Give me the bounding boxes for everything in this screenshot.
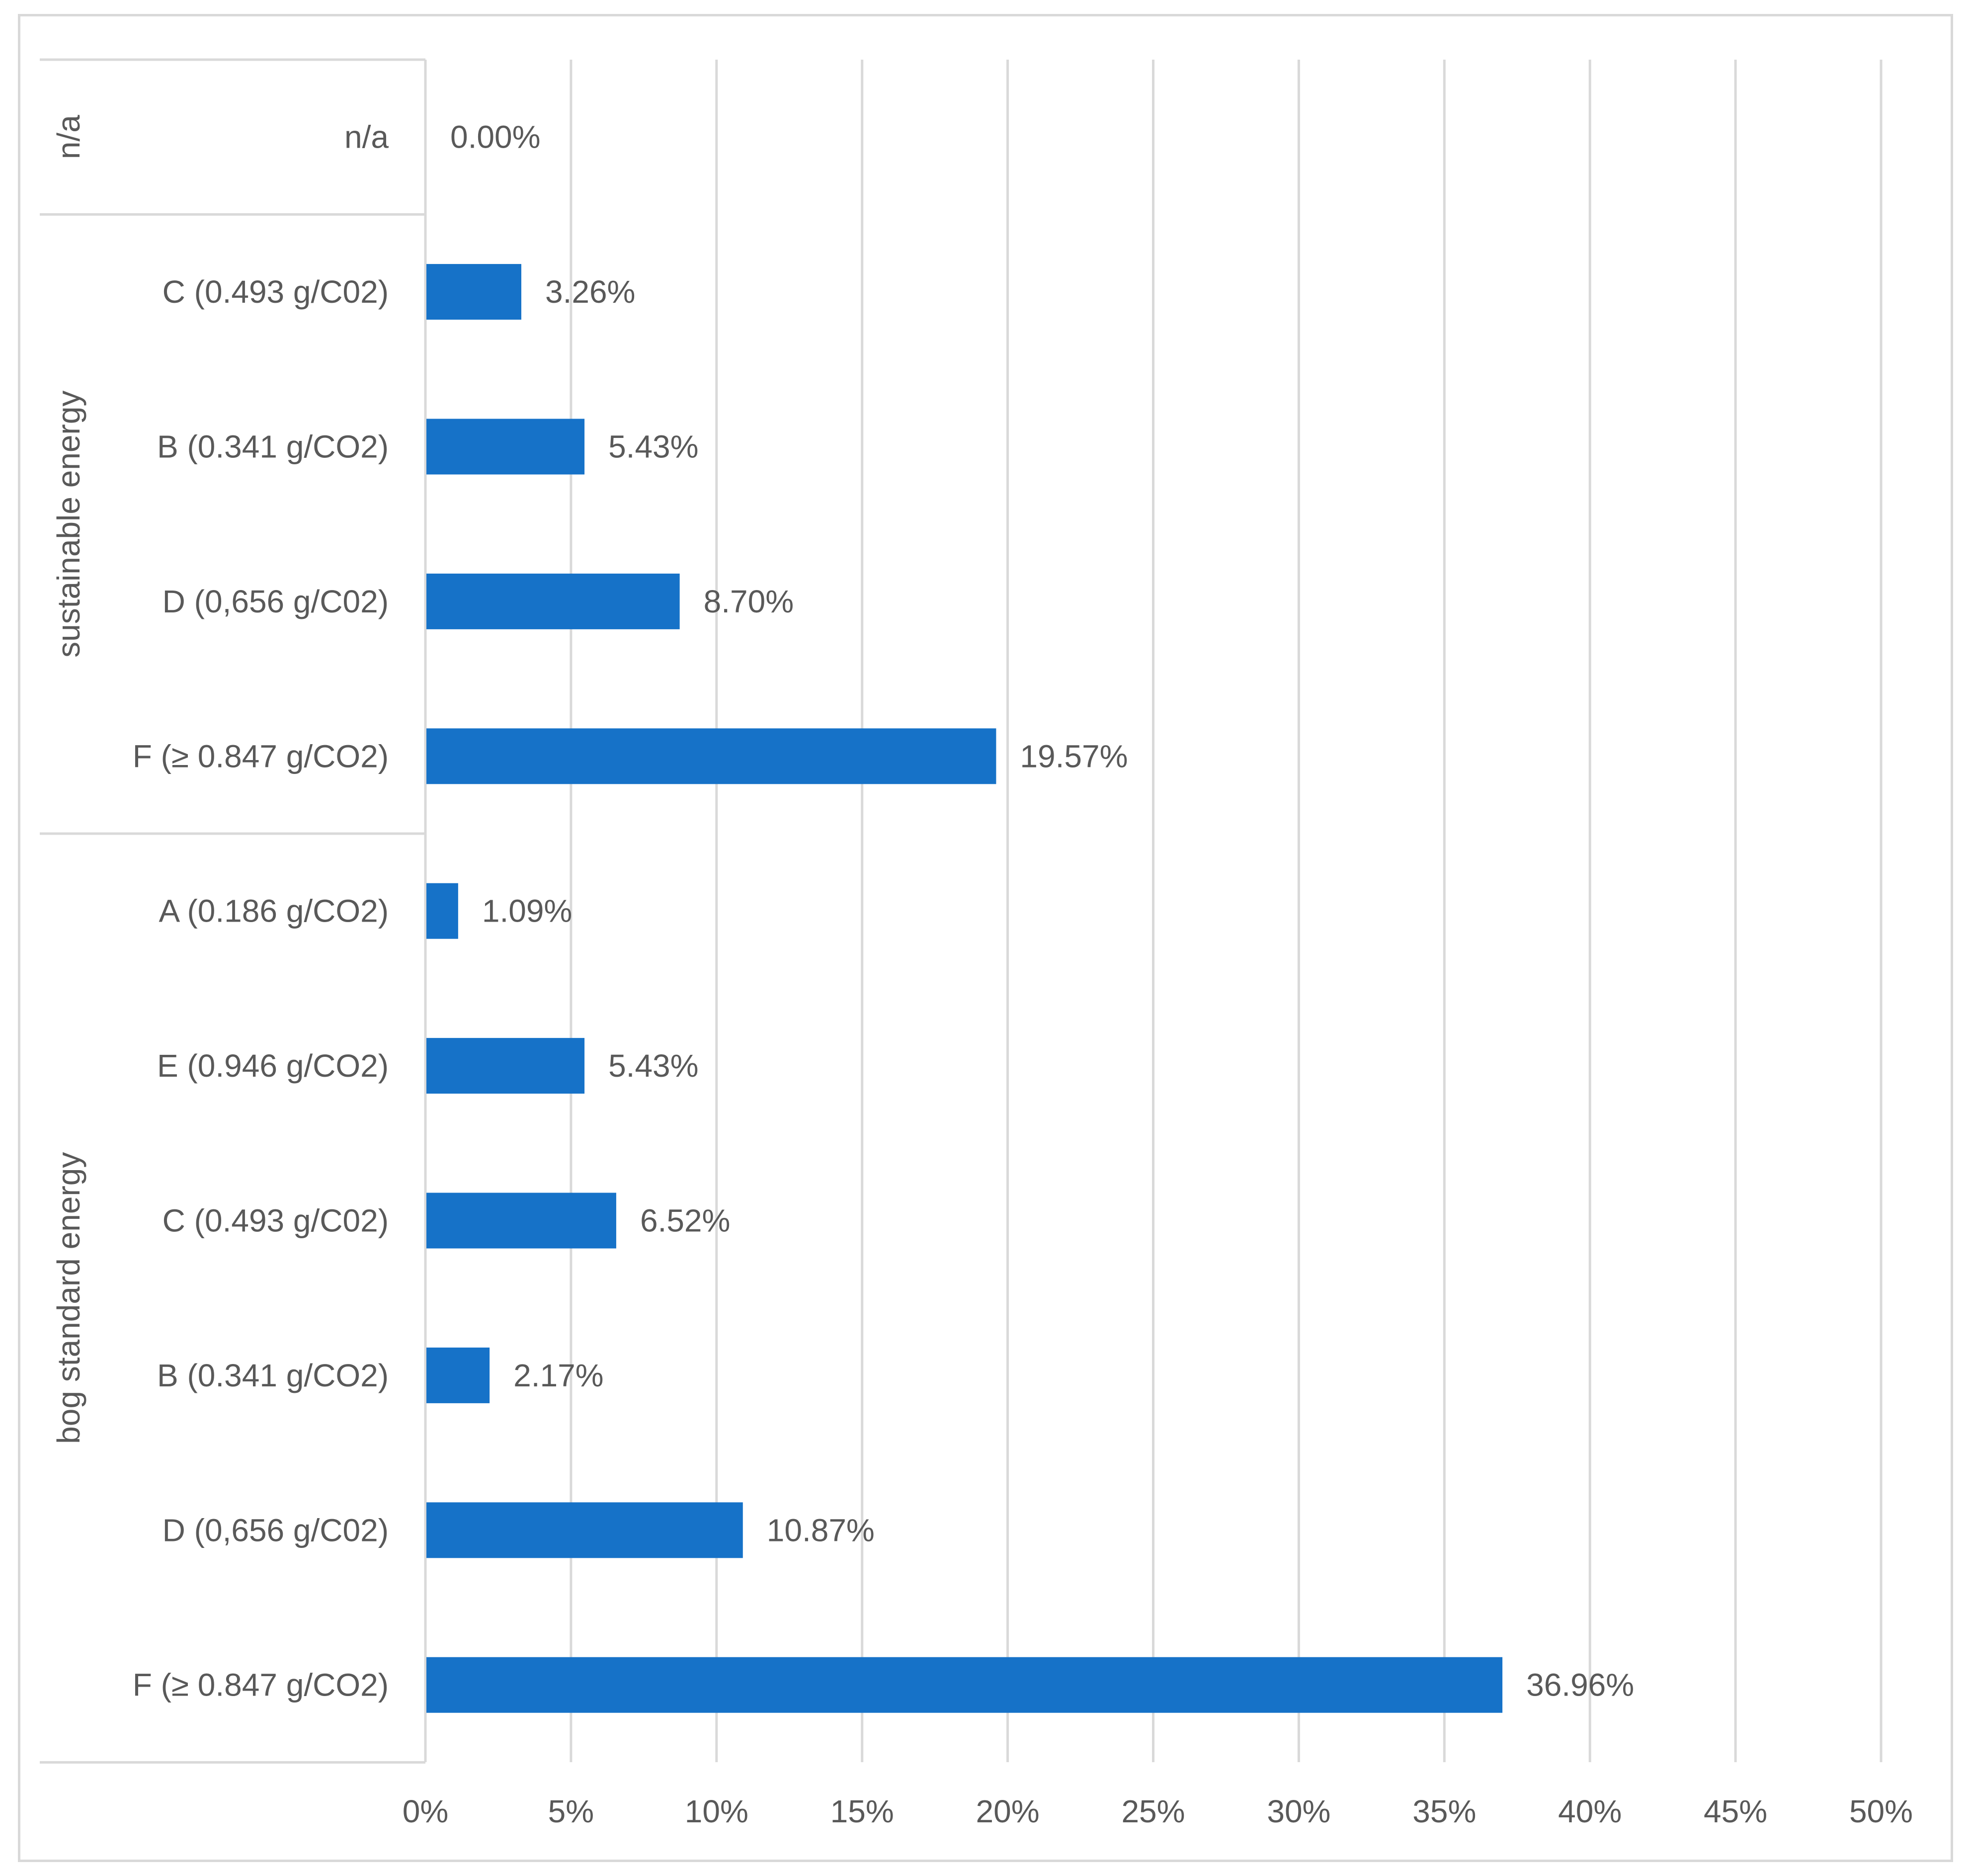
x-tick-label: 45% bbox=[1704, 1793, 1767, 1829]
category-label: B (0.341 g/CO2) bbox=[157, 1358, 389, 1393]
x-tick-label: 20% bbox=[976, 1793, 1040, 1829]
data-label: 5.43% bbox=[608, 1048, 698, 1084]
category-label: n/a bbox=[344, 119, 389, 155]
bar bbox=[426, 1347, 490, 1403]
x-tick-label: 10% bbox=[685, 1793, 748, 1829]
data-label: 2.17% bbox=[513, 1358, 603, 1393]
category-label: E (0.946 g/CO2) bbox=[157, 1048, 389, 1084]
bar bbox=[426, 728, 996, 784]
x-tick-label: 0% bbox=[403, 1793, 449, 1829]
group-label: bog standard energy bbox=[51, 1152, 86, 1444]
data-label: 8.70% bbox=[704, 584, 794, 619]
category-label: D (0,656 g/C02) bbox=[163, 1512, 389, 1548]
bar bbox=[426, 419, 585, 475]
category-label: C (0.493 g/C02) bbox=[163, 274, 389, 310]
data-label: 3.26% bbox=[545, 274, 635, 310]
data-label: 0.00% bbox=[450, 119, 540, 155]
data-label: 6.52% bbox=[640, 1203, 730, 1239]
bar bbox=[426, 264, 521, 320]
group-label: n/a bbox=[51, 115, 86, 159]
category-label: D (0,656 g/C02) bbox=[163, 584, 389, 619]
x-tick-label: 5% bbox=[548, 1793, 594, 1829]
data-label: 19.57% bbox=[1020, 738, 1128, 774]
bar bbox=[426, 1502, 743, 1558]
data-label: 36.96% bbox=[1526, 1667, 1634, 1703]
bar bbox=[426, 1657, 1503, 1713]
bar bbox=[426, 1193, 616, 1249]
x-tick-label: 50% bbox=[1849, 1793, 1913, 1829]
category-label: B (0.341 g/CO2) bbox=[157, 429, 389, 465]
x-tick-label: 40% bbox=[1558, 1793, 1622, 1829]
category-label: A (0.186 g/CO2) bbox=[159, 893, 389, 929]
x-tick-label: 35% bbox=[1412, 1793, 1476, 1829]
chart-frame bbox=[18, 14, 1953, 1862]
bar bbox=[426, 1038, 585, 1094]
bar bbox=[426, 883, 458, 939]
data-label: 1.09% bbox=[482, 893, 572, 929]
bar bbox=[426, 573, 680, 629]
group-label: sustainable energy bbox=[51, 391, 86, 658]
category-label: F (≥ 0.847 g/CO2) bbox=[133, 738, 389, 774]
category-label: F (≥ 0.847 g/CO2) bbox=[133, 1667, 389, 1703]
x-tick-label: 30% bbox=[1267, 1793, 1330, 1829]
category-label: C (0.493 g/C02) bbox=[163, 1203, 389, 1239]
x-tick-label: 15% bbox=[830, 1793, 894, 1829]
x-tick-label: 25% bbox=[1121, 1793, 1185, 1829]
data-label: 5.43% bbox=[608, 429, 698, 465]
data-label: 10.87% bbox=[767, 1512, 875, 1548]
